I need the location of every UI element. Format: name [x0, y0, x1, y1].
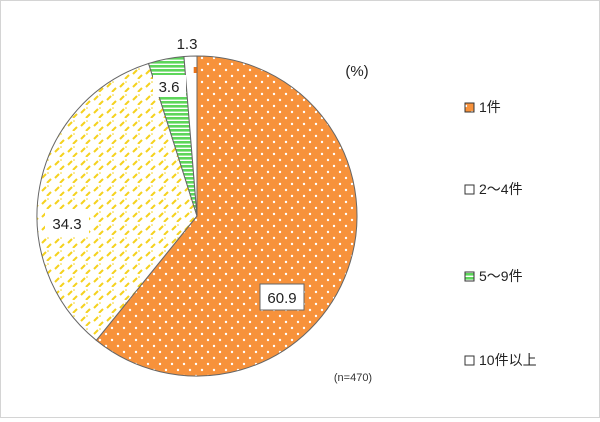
legend-swatch-2	[464, 184, 475, 195]
pie-slice-4	[183, 55, 198, 217]
legend-swatch-3	[464, 271, 475, 282]
legend-label-3: 5～9件	[479, 268, 523, 284]
legend-swatch-1	[464, 102, 475, 113]
label-box-2	[45, 210, 89, 236]
data-label-2: 34.3	[52, 216, 81, 233]
legend-label-2: 2～4件	[479, 181, 523, 197]
slice-4-accent-mark	[193, 67, 197, 73]
data-label-1: 60.9	[267, 290, 296, 307]
legend-label-1: 1件	[479, 99, 501, 115]
legend-swatch-4	[464, 355, 475, 366]
legend: 1件 2～4件 5～9件 10件以上	[464, 99, 537, 368]
data-label-4: 1.3	[177, 36, 198, 53]
unit-label: (%)	[345, 63, 368, 80]
label-box-1	[259, 283, 305, 311]
sample-size-note: (n=470)	[334, 372, 372, 384]
data-label-3: 3.6	[159, 79, 180, 96]
pie-slice-2	[36, 62, 198, 342]
label-box-3	[153, 75, 186, 97]
legend-label-4: 10件以上	[479, 352, 537, 368]
